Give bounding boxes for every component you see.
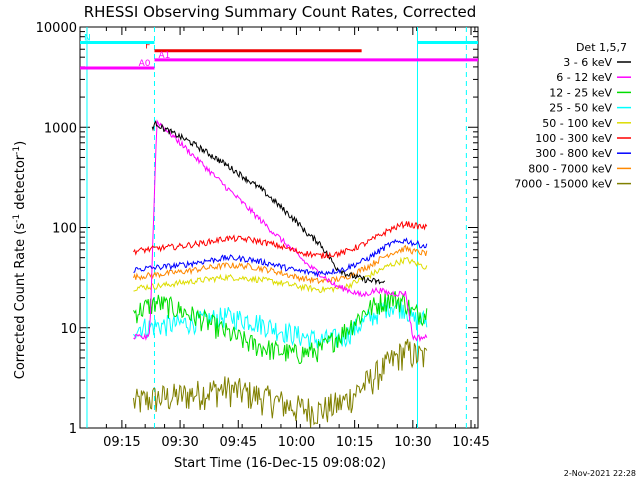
series-line [133,338,428,428]
series-line [133,291,428,365]
series-line [133,256,428,294]
y-tick-label: 100 [52,222,77,237]
y-axis-label-main: Corrected Count Rate (s [13,223,28,380]
legend-label: 3 - 6 keV [563,56,612,69]
legend-label: 100 - 300 keV [535,132,612,145]
series-line [133,237,428,278]
y-axis-label-mid: detector [13,154,28,214]
legend-label: 800 - 7000 keV [528,162,612,175]
series-line [133,220,428,259]
flag-label: A1 [158,51,170,61]
x-tick-label: 10:30 [394,435,431,450]
x-axis-label: Start Time (16-Dec-15 09:08:02) [174,456,386,471]
y-tick-label: 1000 [44,121,77,136]
y-axis-label-sup2: -1 [12,146,22,155]
x-tick-label: 09:30 [161,435,198,450]
x-tick-label: 09:45 [220,435,257,450]
legend-label: 25 - 50 keV [549,102,612,115]
legend-label: 50 - 100 keV [542,117,612,130]
svg-text:Corrected Count Rate (s-1 dete: Corrected Count Rate (s-1 detector-1) [12,141,28,379]
legend-label: 7000 - 15000 keV [514,178,612,191]
series-line [133,297,428,350]
y-axis-label-sup1: -1 [12,214,22,223]
y-axis-label: Corrected Count Rate (s-1 detector-1) [12,141,28,379]
y-tick-label: 1 [69,422,77,437]
timestamp: 2-Nov-2021 22:28 [564,469,636,478]
legend-label: 6 - 12 keV [556,71,612,84]
y-axis-label-end: ) [13,141,28,146]
chart-title: RHESSI Observing Summary Count Rates, Co… [84,3,477,21]
series-line [133,119,428,343]
y-tick-label: 10000 [36,21,77,36]
legend-label: 300 - 800 keV [535,147,612,160]
x-tick-label: 10:15 [336,435,373,450]
x-tick-label: 09:15 [103,435,140,450]
flag-label: A0 [139,59,151,69]
x-tick-label: 10:00 [278,435,315,450]
x-tick-label: 10:45 [452,435,489,450]
flag-label: F [145,42,150,52]
y-tick-label: 10 [60,322,77,337]
flag-label: N [84,34,91,44]
series-line [151,120,386,286]
legend-label: 12 - 25 keV [549,86,612,99]
series-line [133,244,428,285]
legend-title: Det 1,5,7 [576,41,627,54]
